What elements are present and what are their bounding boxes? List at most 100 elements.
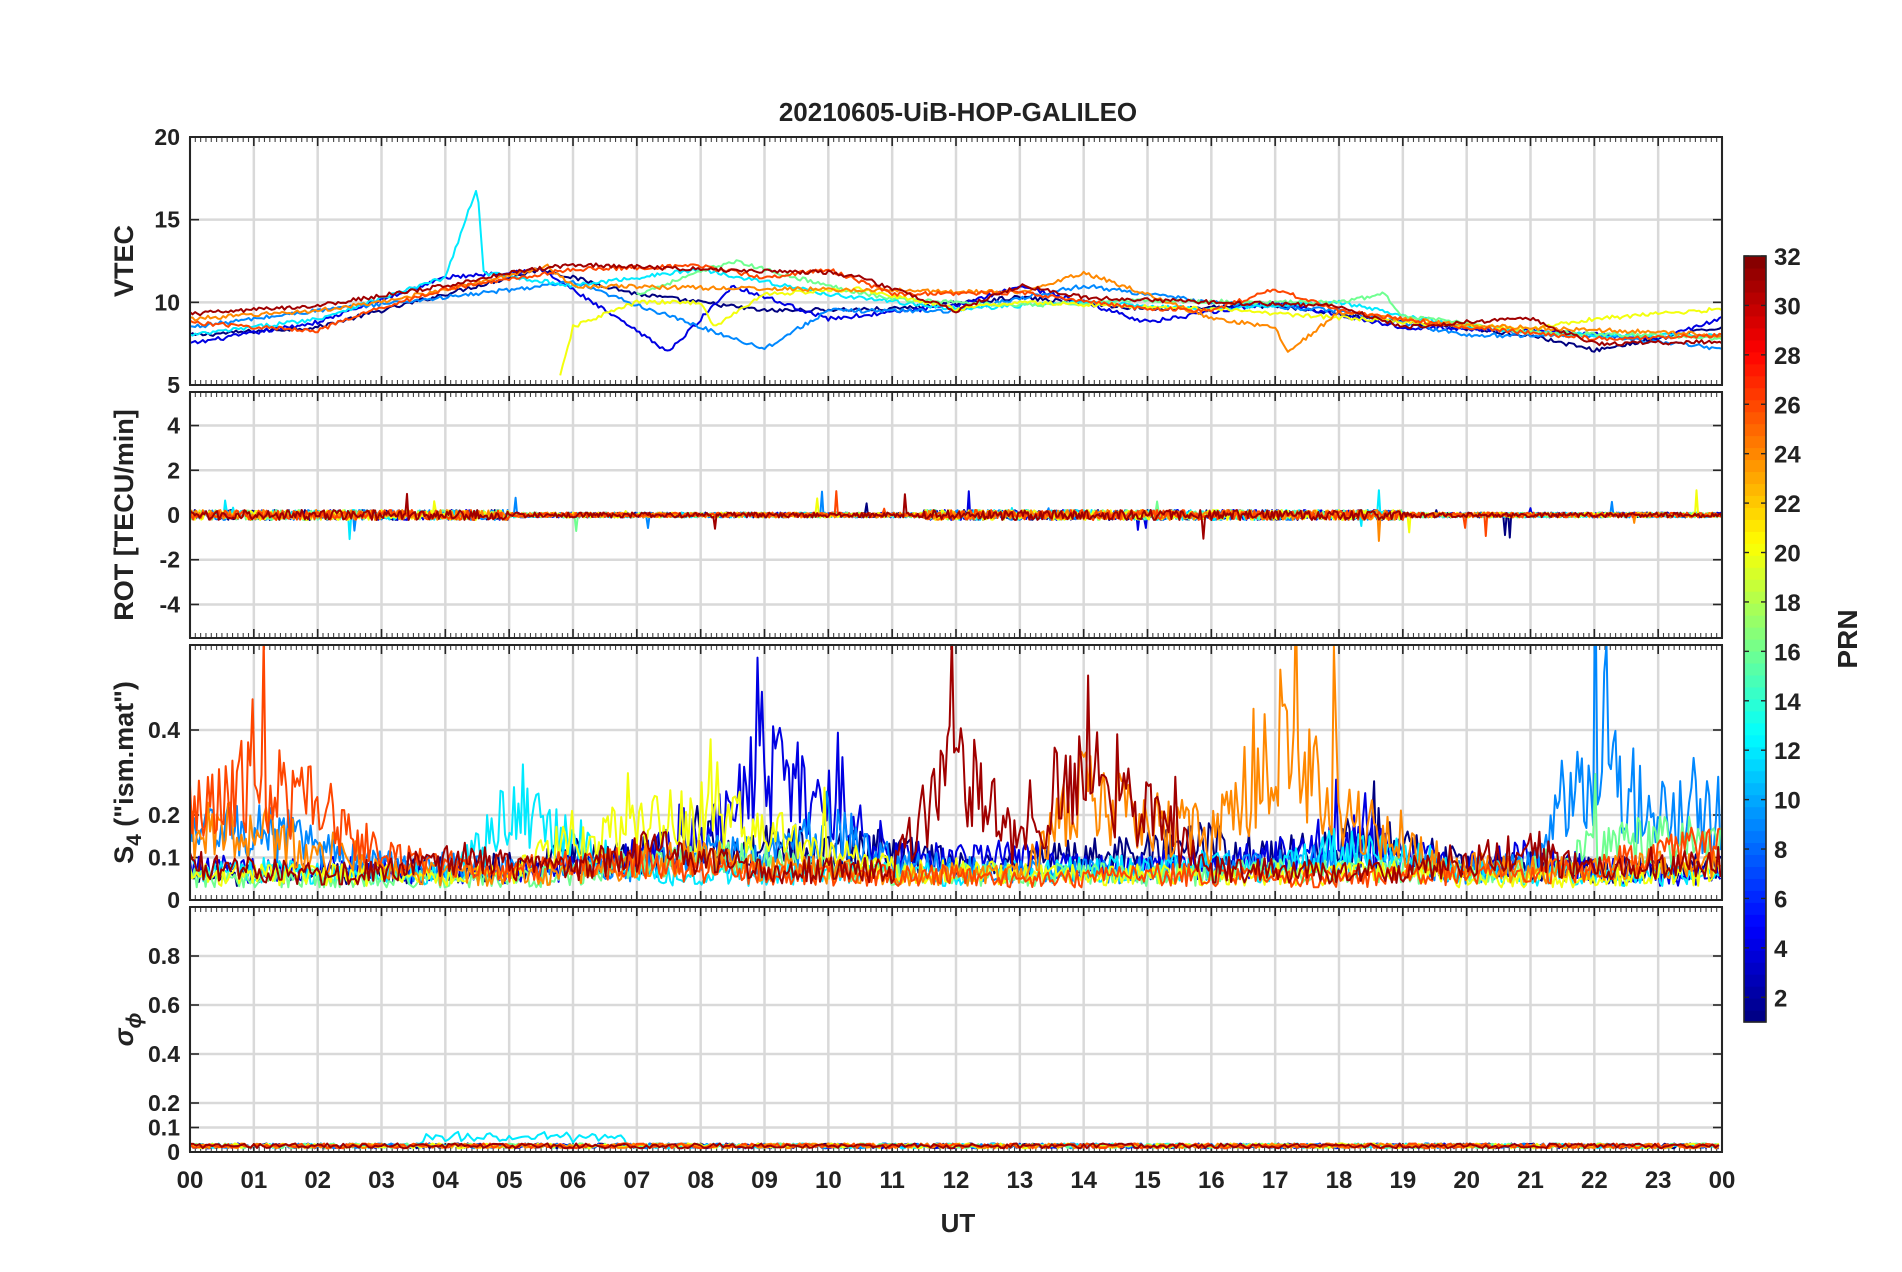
- colorbar-swatch: [1744, 495, 1766, 508]
- colorbar-swatch: [1744, 818, 1766, 832]
- x-tick-label: 00: [177, 1167, 204, 1194]
- series-prn-26: [190, 263, 1722, 342]
- y-tick-label: 15: [154, 207, 180, 233]
- colorbar-swatch: [1744, 279, 1766, 293]
- panel-frame: [189, 136, 1723, 386]
- colorbar-swatch: [1744, 555, 1766, 568]
- y-tick-label: 20: [154, 124, 180, 150]
- colorbar-swatch: [1744, 866, 1766, 879]
- colorbar-swatch: [1744, 770, 1766, 784]
- colorbar-frame: [1743, 255, 1767, 1023]
- colorbar-swatch: [1744, 650, 1766, 664]
- y-tick-label: 0: [167, 887, 180, 913]
- ylabel-main: VTEC: [109, 225, 139, 297]
- colorbar-tick-label: 30: [1774, 293, 1801, 320]
- colorbar-tick-label: 32: [1774, 244, 1801, 271]
- series-prn-31: [190, 262, 1722, 347]
- colorbar-tick-label: 6: [1774, 886, 1787, 913]
- colorbar-tick-label: 28: [1774, 343, 1801, 370]
- y-tick-label: 0.2: [148, 1090, 180, 1116]
- x-tick-label: 15: [1134, 1167, 1161, 1194]
- y-tick-label: 0.1: [148, 1115, 180, 1141]
- colorbar-swatch: [1744, 782, 1766, 796]
- series-prn-31: [190, 645, 1722, 886]
- panel-sigma: 00.10.2 0.4 0.6 0.8 σϕ: [109, 906, 1724, 1165]
- x-axis-label: UT: [941, 1208, 976, 1238]
- x-tick-label: 01: [240, 1167, 267, 1194]
- x-tick-label: 19: [1389, 1167, 1416, 1194]
- colorbar-swatch: [1744, 674, 1766, 688]
- colorbar-swatch: [1744, 710, 1766, 724]
- ylabel-main: ROT [TECU/min]: [109, 409, 139, 620]
- x-tick-label: 05: [496, 1167, 523, 1194]
- colorbar-tick-label: 4: [1774, 936, 1788, 963]
- colorbar-swatch: [1744, 830, 1766, 844]
- y-tick-label: -4: [160, 591, 181, 617]
- x-tick-label: 20: [1453, 1167, 1480, 1194]
- colorbar-swatch: [1744, 267, 1766, 281]
- colorbar-swatch: [1744, 303, 1766, 317]
- colorbar-swatch: [1744, 998, 1766, 1011]
- y-tick-label: 2: [167, 457, 180, 483]
- y-tick-label: 0.1: [148, 845, 180, 871]
- colorbar-tick-label: 16: [1774, 639, 1801, 666]
- colorbar-swatch: [1744, 543, 1766, 556]
- panel-frame: [189, 906, 1723, 1153]
- x-axis: 00 01 02 03 04 05 06 07 08 09 10 11 12 13 14 15 16 17 18 19…: [177, 1167, 1736, 1194]
- colorbar-swatch: [1744, 698, 1766, 712]
- x-tick-label: 10: [815, 1167, 842, 1194]
- colorbar-swatch: [1744, 986, 1766, 999]
- y-tick-label: 0.4: [148, 1041, 180, 1067]
- colorbar-swatch: [1744, 639, 1766, 652]
- x-tick-label: 14: [1070, 1167, 1097, 1194]
- colorbar-swatch: [1744, 686, 1766, 700]
- chart-title: 20210605-UiB-HOP-GALILEO: [779, 97, 1137, 127]
- x-tick-label: 11: [879, 1167, 904, 1194]
- series-group: [190, 190, 1722, 376]
- y-tick-label: 0: [167, 502, 180, 528]
- colorbar-swatch: [1744, 722, 1766, 736]
- colorbar-swatch: [1744, 471, 1766, 485]
- series-group: [190, 489, 1722, 542]
- colorbar-tick-label: 26: [1774, 392, 1801, 419]
- panel-vtec-ylabel: VTEC: [109, 225, 139, 297]
- colorbar-swatch: [1744, 483, 1766, 496]
- colorbar-tick-label: 14: [1774, 689, 1801, 716]
- panel-s4-ylabel: S4 ("ism.mat"): [109, 681, 146, 864]
- series-group: [190, 1130, 1720, 1150]
- colorbar-swatch: [1744, 375, 1766, 389]
- panel-vtec: 5 10 15 20 VTEC: [109, 124, 1724, 398]
- colorbar-swatch: [1744, 746, 1766, 760]
- y-tick-label: 0.6: [148, 992, 180, 1018]
- x-tick-label: 21: [1517, 1167, 1544, 1194]
- colorbar-swatch: [1744, 435, 1766, 449]
- colorbar-swatch: [1744, 794, 1766, 808]
- colorbar-tick-label: 8: [1774, 837, 1787, 864]
- colorbar-swatch: [1744, 974, 1766, 987]
- y-tick-label: 0: [167, 1139, 180, 1165]
- ylabel-main: σ: [109, 1027, 139, 1046]
- ylabel-subscript: ϕ: [123, 1012, 146, 1028]
- x-tick-label: 17: [1262, 1167, 1289, 1194]
- colorbar-swatch: [1744, 842, 1766, 856]
- series-group: [190, 645, 1722, 889]
- colorbar-swatch: [1744, 615, 1766, 628]
- colorbar-swatch: [1744, 579, 1766, 592]
- colorbar-swatch: [1744, 662, 1766, 676]
- x-tick-label: 02: [304, 1167, 331, 1194]
- ylabel-suffix: ("ism.mat"): [109, 681, 139, 834]
- colorbar-tick-label: 2: [1774, 985, 1787, 1012]
- colorbar-swatch: [1744, 938, 1766, 951]
- colorbar-swatch: [1744, 519, 1766, 532]
- ylabel-subscript: 4: [123, 834, 146, 846]
- panel-frame: [189, 644, 1723, 901]
- x-tick-label: 08: [687, 1167, 714, 1194]
- colorbar-swatch: [1744, 890, 1766, 903]
- y-tick-label: -2: [160, 547, 180, 573]
- colorbar-swatch: [1744, 411, 1766, 425]
- x-tick-label: 07: [623, 1167, 650, 1194]
- colorbar-swatch: [1744, 507, 1766, 520]
- colorbar-swatch: [1744, 459, 1766, 473]
- y-tick-label: 5: [167, 372, 180, 398]
